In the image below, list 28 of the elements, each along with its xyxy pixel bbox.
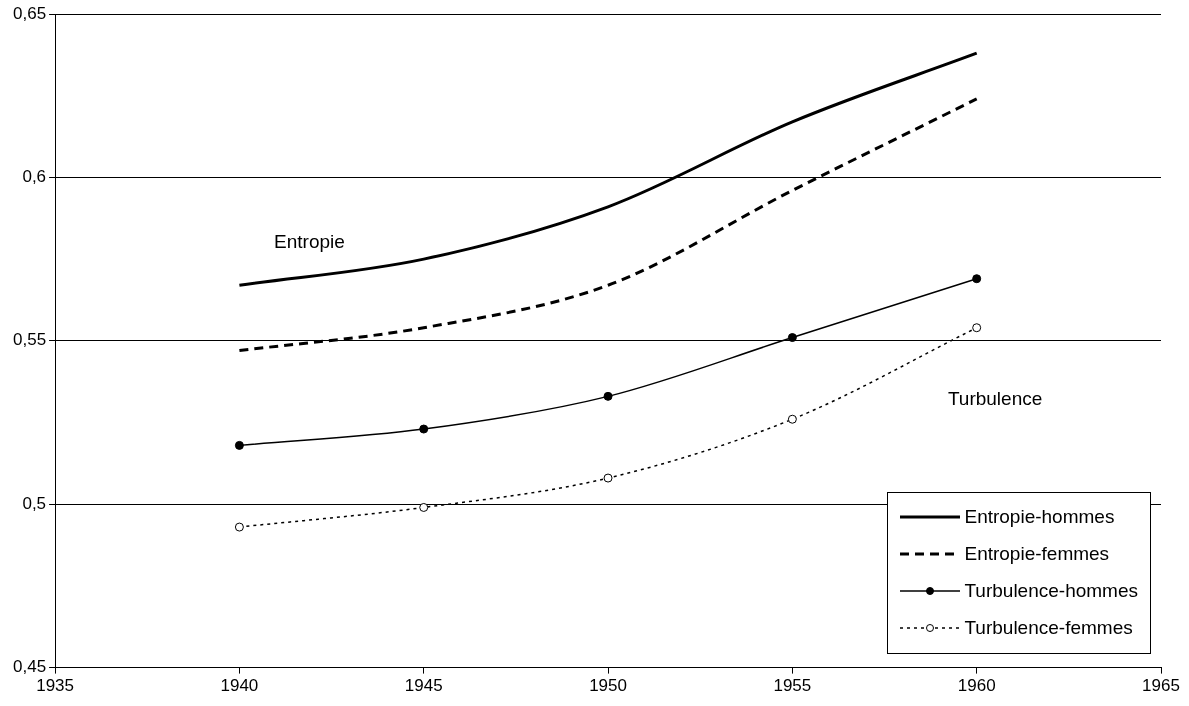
point xyxy=(972,274,982,284)
point xyxy=(603,473,613,483)
legend-label: Entropie-hommes xyxy=(964,506,1115,529)
legend-label: Turbulence-hommes xyxy=(964,580,1138,603)
x-tick-label: 1940 xyxy=(220,676,259,696)
point xyxy=(972,323,982,333)
legend-label: Turbulence-femmes xyxy=(964,617,1133,640)
point xyxy=(787,414,797,424)
point xyxy=(419,502,429,512)
point xyxy=(234,522,244,532)
annotation: Entropie xyxy=(274,230,345,252)
x-tick-label: 1945 xyxy=(404,676,443,696)
x-tick-label: 1965 xyxy=(1142,676,1180,696)
point xyxy=(603,391,613,401)
y-tick-label: 0,55 xyxy=(12,330,47,350)
y-tick-label: 0,6 xyxy=(22,167,47,187)
x-tick-label: 1935 xyxy=(36,676,74,696)
y-tick-label: 0,65 xyxy=(12,3,47,23)
x-tick-label: 1960 xyxy=(957,676,996,696)
point xyxy=(787,333,797,343)
annotation: Turbulence xyxy=(947,387,1043,409)
x-tick-label: 1955 xyxy=(773,676,812,696)
y-tick-label: 0,45 xyxy=(12,657,47,677)
y-tick-label: 0,5 xyxy=(22,493,47,513)
point xyxy=(234,440,244,450)
point xyxy=(419,424,429,434)
x-tick-label: 1950 xyxy=(589,676,627,696)
legend-label: Entropie-femmes xyxy=(964,543,1110,566)
